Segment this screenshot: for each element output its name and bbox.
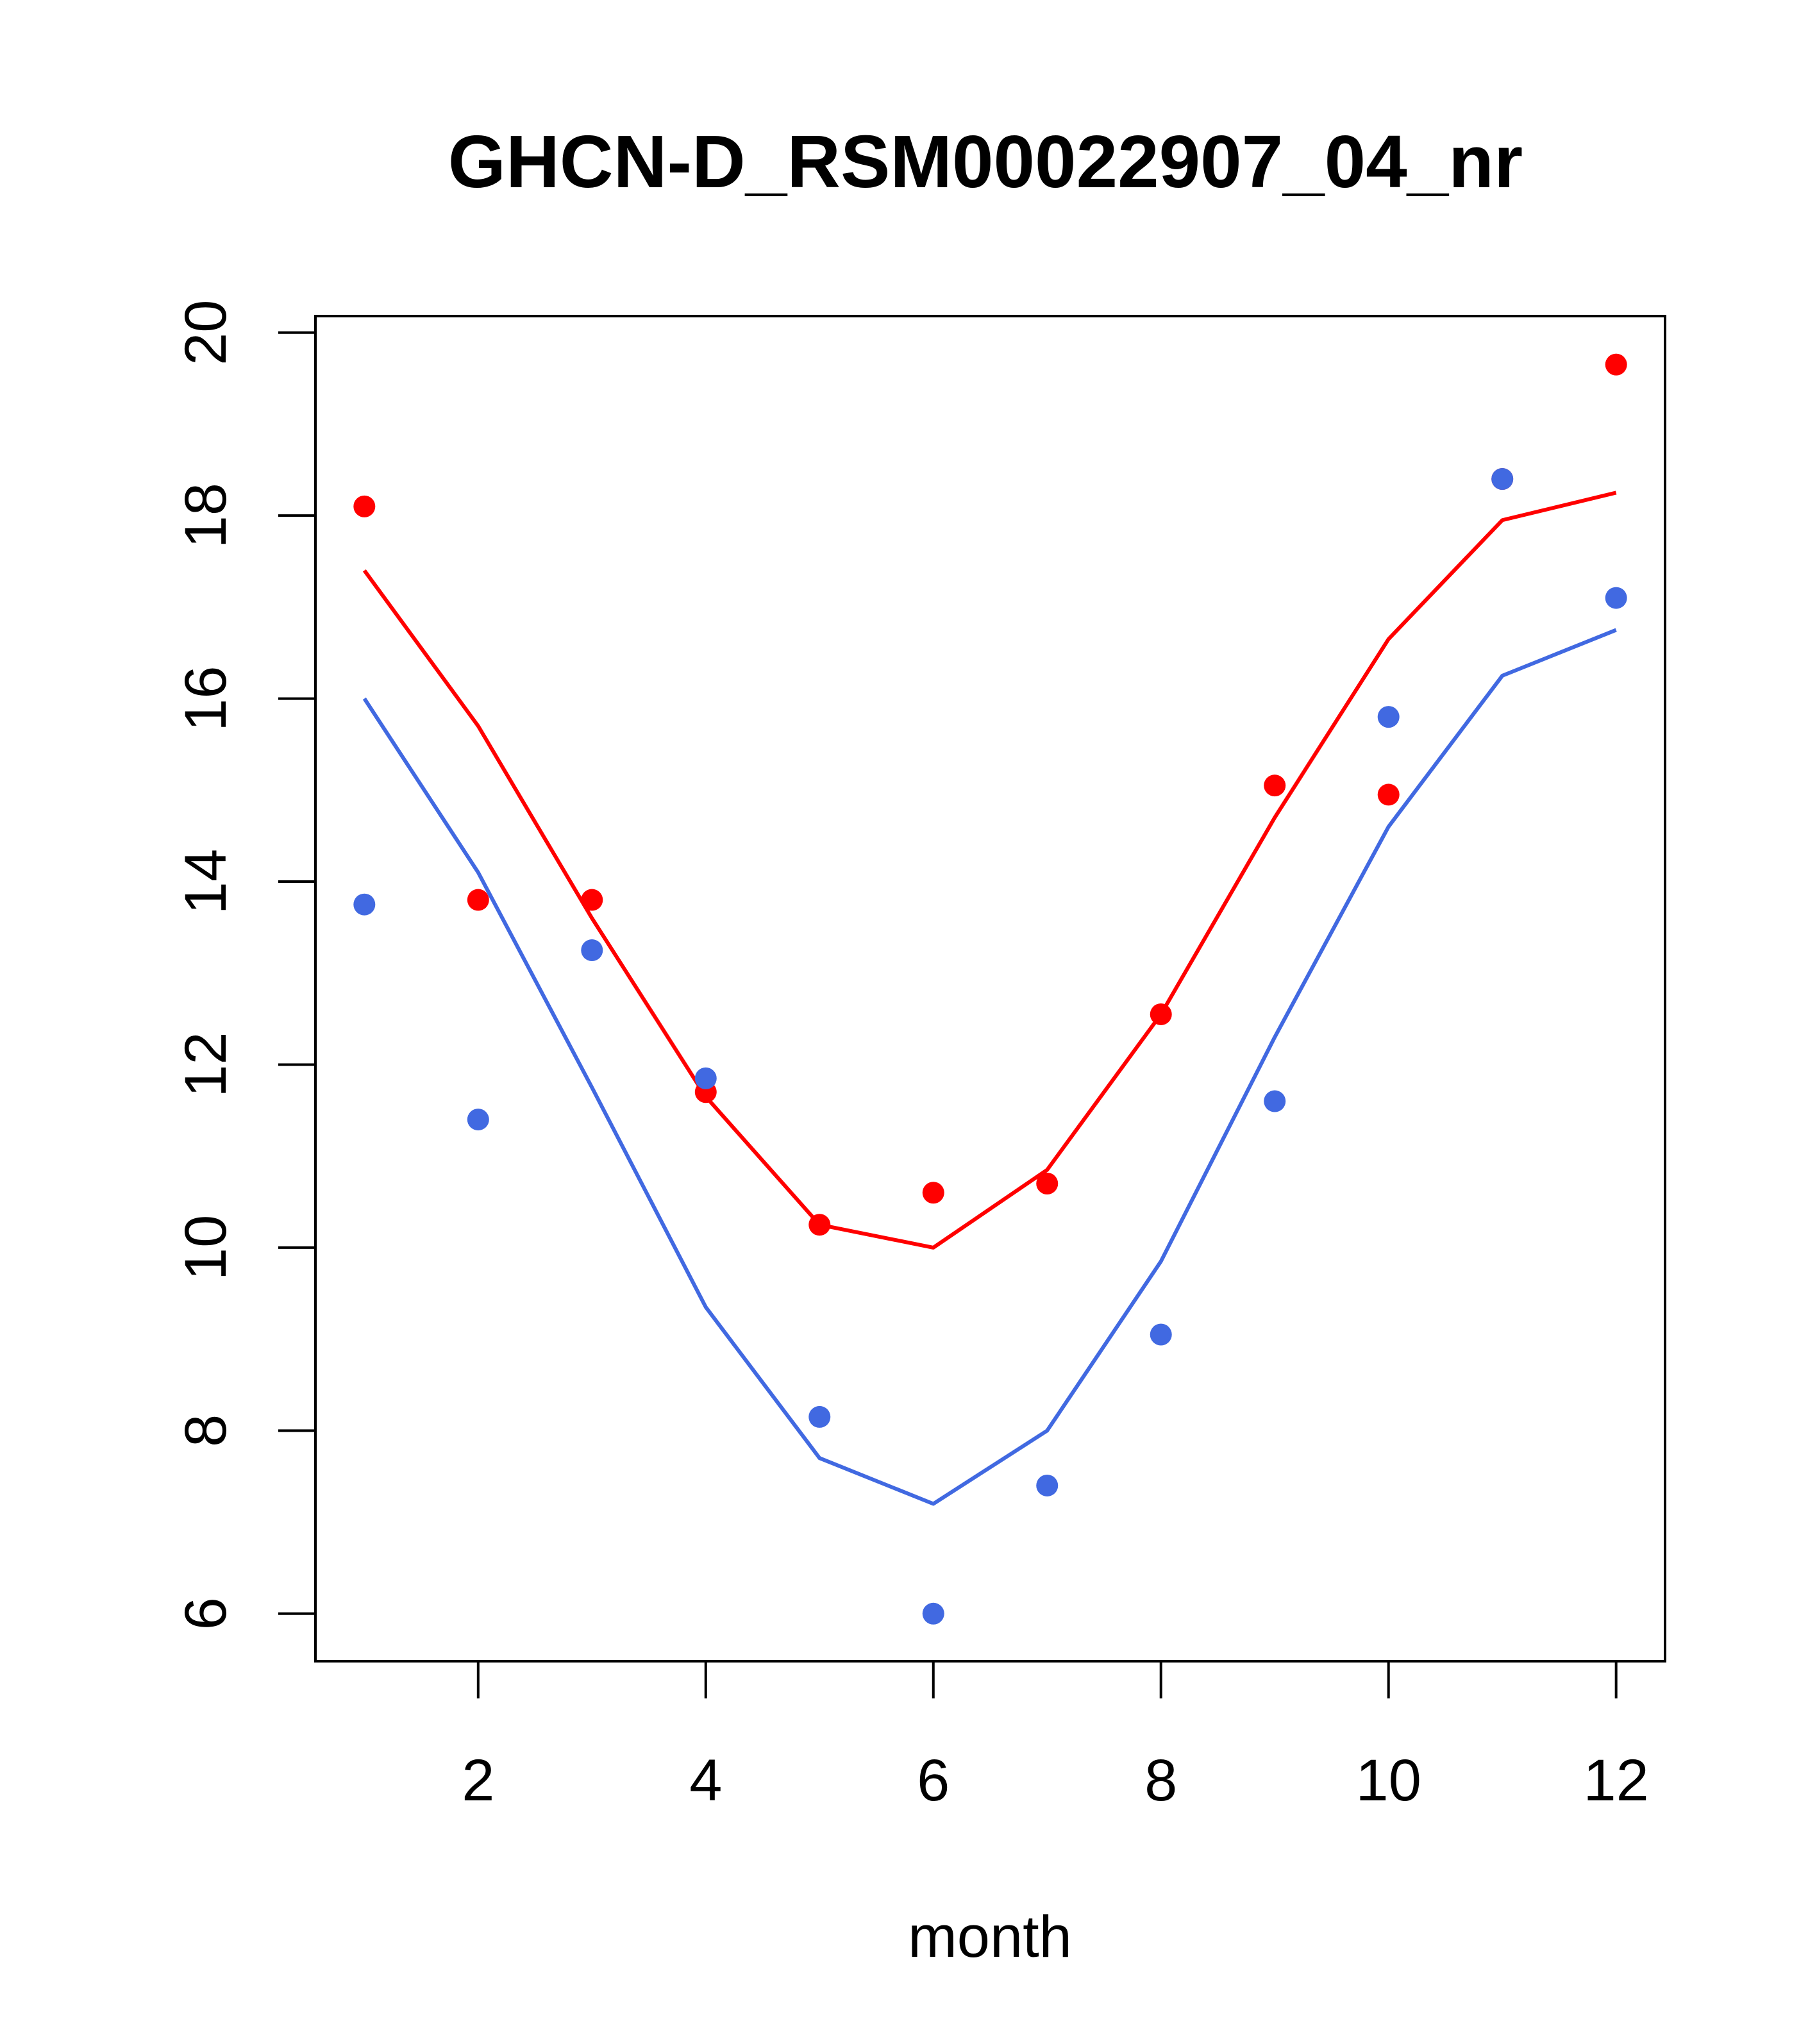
blue-point xyxy=(1150,1323,1172,1346)
blue-point xyxy=(1605,587,1627,609)
red-point xyxy=(1605,353,1627,376)
red-line xyxy=(362,490,1617,1250)
red-point xyxy=(808,1214,831,1236)
y-tick-label: 12 xyxy=(173,1032,239,1097)
y-axis: 6 8 10 12 14 16 18 20 xyxy=(173,300,317,1630)
y-tick-label: 18 xyxy=(173,483,239,548)
x-axis-label: month xyxy=(908,1904,1072,1970)
y-tick-label: 20 xyxy=(173,300,239,365)
y-tick-label: 10 xyxy=(173,1215,239,1280)
red-point xyxy=(1150,1003,1172,1025)
blue-point xyxy=(467,1109,489,1131)
red-point xyxy=(467,889,489,911)
x-tick-label: 12 xyxy=(1584,1748,1649,1813)
blue-point xyxy=(1036,1474,1059,1496)
red-point xyxy=(1377,783,1400,806)
blue-point xyxy=(922,1602,944,1625)
blue-line xyxy=(362,628,1617,1506)
red-point xyxy=(922,1182,944,1204)
red-point xyxy=(353,495,376,517)
red-point xyxy=(581,889,603,911)
blue-point xyxy=(808,1405,831,1428)
blue-point xyxy=(353,893,376,916)
red-point xyxy=(1036,1172,1059,1194)
y-tick-label: 14 xyxy=(173,849,239,914)
series-layer xyxy=(353,353,1627,1625)
blue-point xyxy=(694,1067,717,1089)
x-tick-label: 4 xyxy=(689,1748,722,1813)
x-axis: 2 4 6 8 10 12 xyxy=(462,1660,1649,1813)
y-tick-label: 8 xyxy=(173,1414,239,1447)
blue-point xyxy=(1264,1090,1286,1112)
x-tick-label: 2 xyxy=(462,1748,494,1813)
blue-point xyxy=(1377,706,1400,728)
y-tick-label: 16 xyxy=(173,666,239,731)
x-tick-label: 6 xyxy=(917,1748,950,1813)
x-tick-label: 8 xyxy=(1144,1748,1177,1813)
chart-title: GHCN-D_RSM00022907_04_nr xyxy=(448,120,1523,203)
red-point xyxy=(1264,775,1286,797)
blue-point xyxy=(581,939,603,962)
y-tick-label: 6 xyxy=(173,1597,239,1630)
x-tick-label: 10 xyxy=(1356,1748,1421,1813)
plot-frame xyxy=(314,315,1666,1663)
blue-point xyxy=(1491,468,1514,490)
